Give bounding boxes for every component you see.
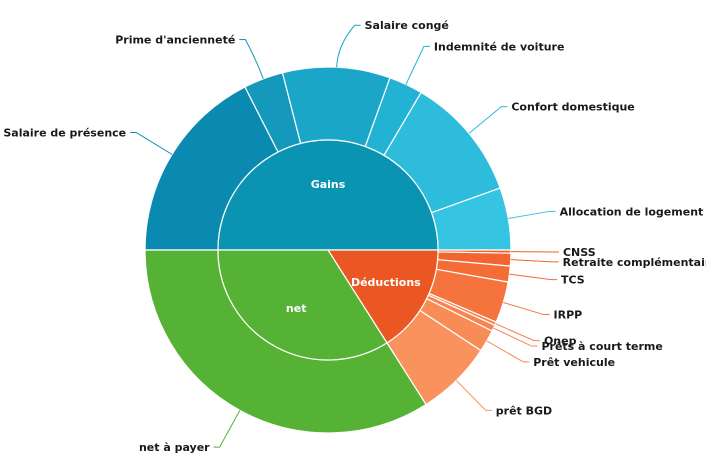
inner-labels: Gains Déductions net	[286, 178, 421, 315]
outer-label-confort-domestique: Confort domestique	[511, 101, 634, 114]
inner-label-net: net	[286, 302, 307, 315]
leader-line-pret-bgd	[455, 380, 492, 411]
inner-label-deductions: Déductions	[351, 276, 421, 289]
inner-segment-net[interactable]	[217, 249, 388, 361]
outer-label-tcs: TCS	[561, 274, 585, 287]
leader-lines	[130, 24, 559, 448]
outer-label-prime-d-anciennete: Prime d'ancienneté	[115, 34, 235, 47]
inner-ring	[217, 139, 439, 361]
leader-line-salaire-conge	[336, 24, 361, 68]
outer-label-retraite-complementaire: Retraite complémentaire	[563, 256, 706, 269]
leader-line-salaire-de-presence	[130, 131, 173, 155]
outer-label-prets-a-court-terme: Prêts à court terme	[541, 340, 662, 353]
outer-label-cnss: CNSS	[563, 246, 596, 259]
outer-label-pret-bgd: prêt BGD	[496, 404, 552, 417]
leader-line-tcs	[509, 273, 558, 281]
leader-line-pret-vehicule	[486, 340, 530, 363]
leader-line-irpp	[503, 302, 550, 316]
outer-label-salaire-conge: Salaire congé	[365, 19, 449, 32]
outer-label-allocation-de-logement: Allocation de logement	[560, 205, 704, 218]
leader-line-net-a-payer	[213, 410, 241, 448]
outer-ring	[144, 66, 512, 434]
outer-label-pret-vehicule: Prêt vehicule	[533, 356, 615, 369]
outer-label-indemnite-de-voiture: Indemnité de voiture	[434, 40, 565, 53]
leader-line-prime-d-anciennete	[239, 39, 264, 79]
outer-label-irpp: IRPP	[554, 309, 583, 322]
outer-labels: Salaire de présence Prime d'ancienneté Sal…	[3, 19, 706, 454]
inner-segment-gains[interactable]	[217, 139, 439, 251]
inner-label-gains: Gains	[311, 178, 346, 191]
leader-line-allocation-de-logement	[508, 210, 556, 220]
leader-line-confort-domestique	[468, 106, 508, 134]
leader-line-retraite-complementaire	[510, 259, 559, 263]
leader-line-prets-a-court-terme	[493, 327, 538, 347]
outer-label-onep: Onep	[544, 335, 577, 348]
leader-line-indemnite-de-voiture	[405, 45, 430, 85]
leader-line-onep	[495, 323, 540, 342]
outer-label-salaire-de-presence: Salaire de présence	[3, 126, 126, 139]
outer-label-net-a-payer: net à payer	[139, 441, 210, 454]
